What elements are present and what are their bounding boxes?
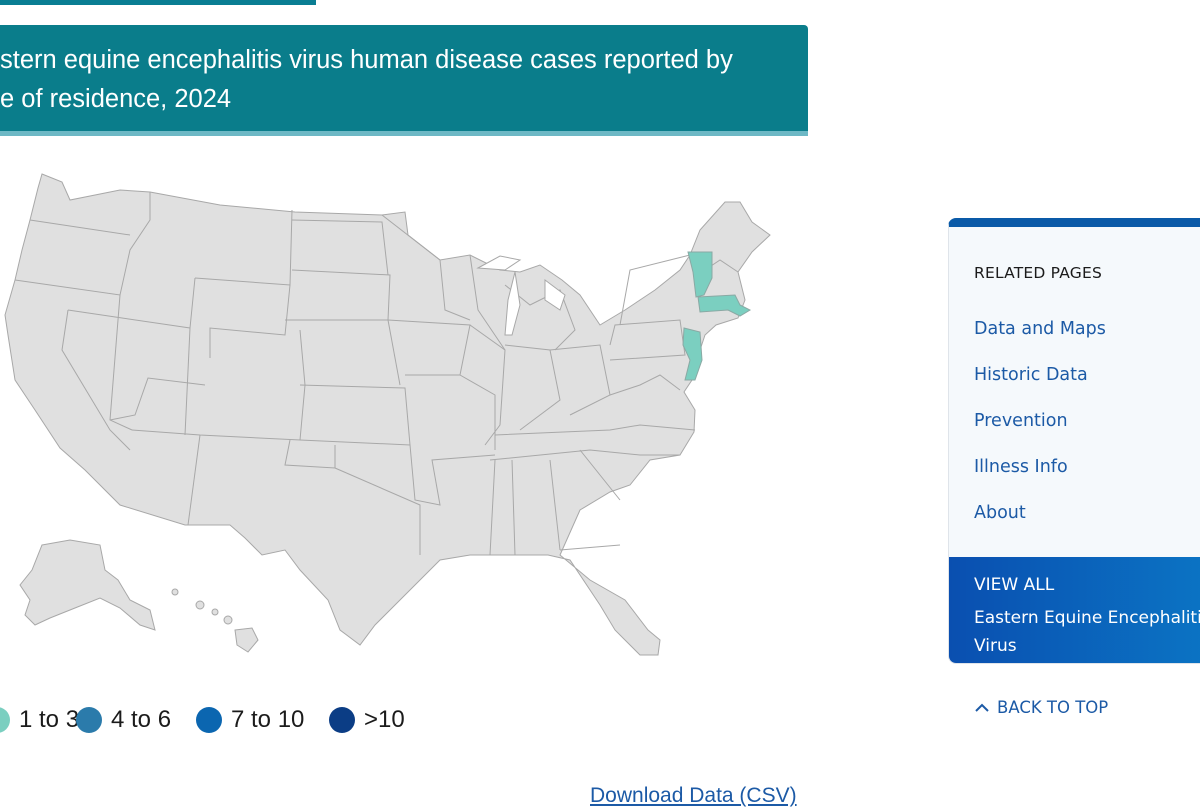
legend-item-4-to-6: 4 to 6 (76, 700, 171, 740)
state-borders (14, 192, 739, 556)
related-link-data-and-maps[interactable]: Data and Maps (974, 319, 1106, 339)
legend-swatch (0, 707, 10, 733)
back-to-top-link[interactable]: BACK TO TOP (975, 698, 1108, 717)
map-state-hawaii (171, 588, 259, 653)
view-all-label: VIEW ALL (974, 575, 1055, 595)
legend-label: 7 to 10 (231, 706, 305, 733)
related-link-historic-data[interactable]: Historic Data (974, 365, 1088, 385)
legend-swatch (196, 707, 222, 733)
map-state-massachusetts[interactable] (697, 294, 752, 317)
view-all-target-line-2: Virus (974, 636, 1017, 656)
lake-huron (544, 279, 566, 311)
map-state-alaska (19, 539, 156, 631)
map-state-vermont[interactable] (687, 251, 713, 298)
related-pages-panel: RELATED PAGES Data and Maps Historic Dat… (948, 218, 1200, 664)
lake-michigan (504, 271, 521, 336)
download-data-link[interactable]: Download Data (CSV) (590, 784, 797, 807)
map-title-line-2: e of residence, 2024 (0, 85, 232, 113)
legend-label: >10 (364, 706, 405, 733)
top-accent-bar (0, 0, 316, 5)
related-link-about[interactable]: About (974, 503, 1026, 523)
us-map-svg (4, 173, 771, 656)
lake-superior (476, 255, 522, 271)
legend-label: 1 to 3 (19, 706, 80, 733)
map-state-base (4, 173, 771, 656)
legend-label: 4 to 6 (111, 706, 172, 733)
legend-item-1-to-3: 1 to 3 (0, 700, 79, 740)
view-all-button[interactable]: VIEW ALL Eastern Equine Encephalitis Vir… (949, 557, 1200, 663)
related-pages-heading: RELATED PAGES (974, 264, 1103, 282)
view-all-target: Eastern Equine Encephalitis Virus (974, 604, 1200, 660)
map-title: stern equine encephalitis virus human di… (0, 41, 788, 119)
view-all-target-line-1: Eastern Equine Encephalitis (974, 608, 1200, 628)
back-to-top-label: BACK TO TOP (997, 698, 1109, 717)
legend-swatch (76, 707, 102, 733)
map-state-new-jersey[interactable] (682, 327, 703, 381)
legend-swatch (329, 707, 355, 733)
legend-item-over-10: >10 (329, 700, 405, 740)
related-link-illness-info[interactable]: Illness Info (974, 457, 1068, 477)
legend-item-7-to-10: 7 to 10 (196, 700, 304, 740)
related-link-prevention[interactable]: Prevention (974, 411, 1068, 431)
us-state-map (0, 160, 800, 670)
chevron-up-icon (975, 703, 989, 712)
map-title-bar: stern equine encephalitis virus human di… (0, 25, 808, 136)
map-title-line-1: stern equine encephalitis virus human di… (0, 46, 733, 74)
